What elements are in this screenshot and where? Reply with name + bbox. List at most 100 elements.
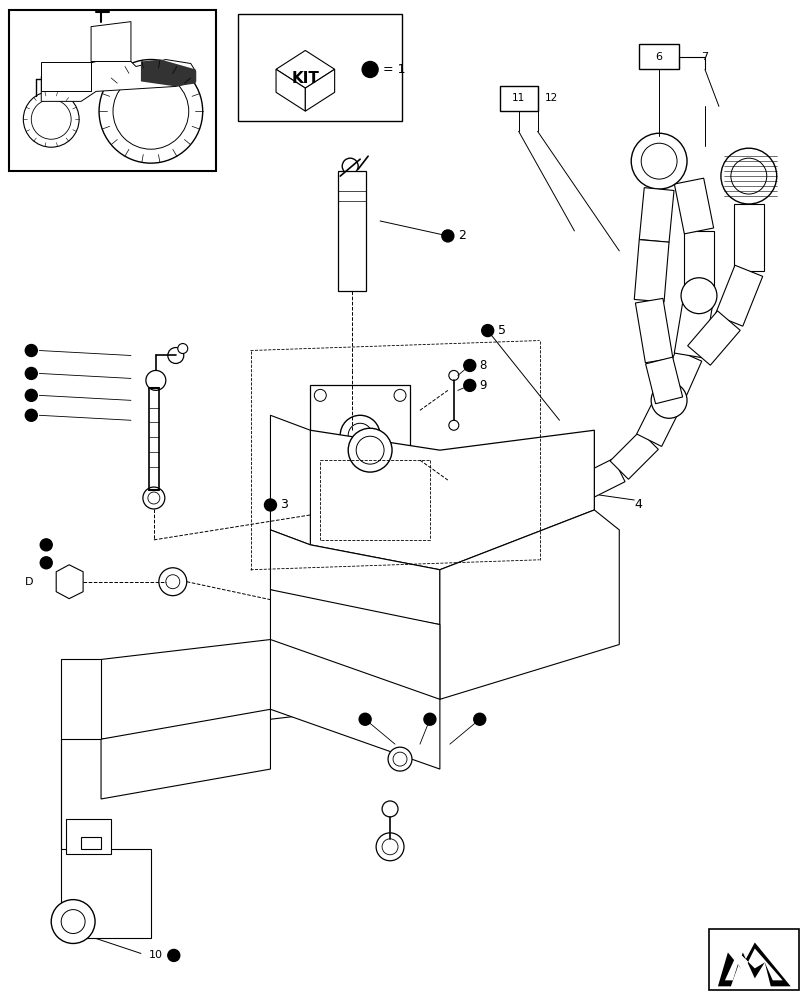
Polygon shape [91, 22, 131, 62]
Polygon shape [41, 62, 91, 91]
Circle shape [680, 278, 716, 314]
Polygon shape [61, 659, 101, 739]
Polygon shape [270, 415, 310, 545]
Circle shape [348, 423, 371, 447]
Text: 5: 5 [497, 324, 505, 337]
Circle shape [168, 949, 179, 961]
Circle shape [527, 480, 547, 500]
Polygon shape [101, 590, 440, 739]
Circle shape [481, 325, 493, 337]
Circle shape [314, 389, 326, 401]
Circle shape [730, 158, 766, 194]
Polygon shape [638, 188, 673, 242]
Circle shape [476, 480, 496, 500]
Polygon shape [440, 510, 619, 699]
Polygon shape [56, 565, 83, 599]
Circle shape [641, 143, 676, 179]
Polygon shape [636, 394, 680, 446]
Text: 8: 8 [479, 359, 487, 372]
Circle shape [340, 415, 380, 455]
Polygon shape [101, 709, 270, 799]
Polygon shape [276, 69, 305, 111]
Circle shape [341, 158, 358, 174]
Circle shape [463, 379, 475, 391]
Bar [708, 929, 798, 990]
Bar [238, 14, 401, 121]
Circle shape [264, 499, 276, 511]
Bar [338, 171, 366, 291]
Text: D: D [25, 577, 33, 587]
Polygon shape [542, 477, 579, 503]
Polygon shape [573, 459, 624, 502]
Bar [638, 44, 678, 69]
Circle shape [32, 99, 71, 139]
Circle shape [522, 475, 551, 505]
Bar [10, 10, 216, 171]
Circle shape [41, 557, 52, 569]
Circle shape [25, 345, 37, 356]
Polygon shape [673, 293, 713, 358]
Polygon shape [270, 530, 440, 625]
Text: 7: 7 [701, 52, 708, 62]
Circle shape [362, 62, 378, 77]
Text: 9: 9 [479, 379, 487, 392]
Polygon shape [310, 430, 594, 570]
Polygon shape [674, 178, 713, 234]
Polygon shape [276, 50, 334, 88]
Circle shape [358, 713, 371, 725]
Circle shape [448, 370, 458, 380]
Polygon shape [687, 311, 740, 365]
Circle shape [51, 900, 95, 943]
Circle shape [143, 487, 165, 509]
Polygon shape [41, 60, 195, 101]
Circle shape [356, 436, 384, 464]
Polygon shape [81, 837, 101, 849]
Circle shape [473, 713, 485, 725]
Bar [310, 385, 410, 480]
Polygon shape [714, 265, 762, 326]
Polygon shape [66, 819, 111, 854]
Circle shape [448, 420, 458, 430]
Text: 6: 6 [654, 52, 662, 62]
Text: 10: 10 [148, 950, 163, 960]
Circle shape [720, 148, 776, 204]
Polygon shape [609, 431, 658, 479]
Circle shape [61, 910, 85, 934]
Circle shape [348, 428, 392, 472]
Text: 4: 4 [633, 498, 642, 511]
Circle shape [314, 464, 326, 476]
Circle shape [25, 389, 37, 401]
Circle shape [168, 348, 183, 363]
Polygon shape [645, 357, 682, 404]
Circle shape [165, 575, 179, 589]
Polygon shape [724, 948, 782, 980]
Circle shape [159, 568, 187, 596]
Text: 3: 3 [280, 498, 288, 511]
Polygon shape [305, 69, 334, 111]
Text: 12: 12 [544, 93, 557, 103]
Circle shape [463, 359, 475, 371]
Circle shape [441, 230, 453, 242]
Circle shape [388, 747, 411, 771]
Text: 2: 2 [457, 229, 466, 242]
Polygon shape [683, 231, 713, 296]
Circle shape [382, 801, 397, 817]
Circle shape [146, 370, 165, 390]
Circle shape [393, 389, 406, 401]
Polygon shape [635, 298, 672, 363]
Polygon shape [429, 477, 479, 503]
Circle shape [471, 475, 501, 505]
Circle shape [382, 839, 397, 855]
Circle shape [650, 382, 686, 418]
Text: 11: 11 [512, 93, 525, 103]
Polygon shape [717, 942, 790, 986]
Text: KIT: KIT [291, 71, 319, 86]
Circle shape [393, 464, 406, 476]
Circle shape [25, 367, 37, 379]
Circle shape [393, 752, 406, 766]
Circle shape [375, 833, 404, 861]
Polygon shape [270, 640, 440, 769]
Circle shape [41, 539, 52, 551]
Polygon shape [633, 240, 668, 302]
Circle shape [630, 133, 686, 189]
